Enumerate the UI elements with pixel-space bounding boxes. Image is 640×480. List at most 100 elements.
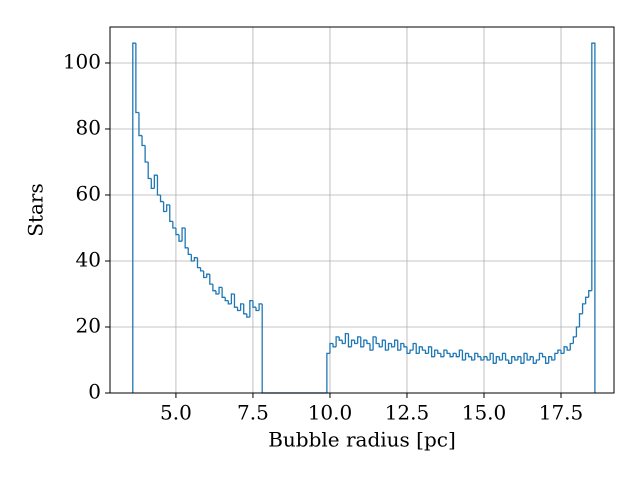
histogram-step [175, 227, 180, 236]
histogram-step [166, 204, 170, 212]
x-tick-label: 10.0 [308, 401, 353, 425]
histogram-step [455, 353, 460, 358]
histogram-step [326, 352, 330, 393]
histogram-step [203, 270, 207, 279]
histogram-step [153, 174, 158, 189]
histogram-step [409, 349, 414, 354]
histogram-step [591, 42, 596, 393]
histogram-step [495, 356, 500, 364]
histogram-step [578, 313, 583, 327]
x-tick-label: 17.5 [539, 401, 584, 425]
histogram-step [162, 201, 167, 213]
histogram-step [381, 339, 386, 347]
histogram-step [258, 303, 263, 311]
histogram-step [569, 342, 574, 351]
histogram-step [347, 333, 352, 348]
histogram-step [172, 221, 176, 229]
histogram-step [212, 284, 216, 292]
histogram-step [178, 234, 183, 242]
histogram-step [541, 353, 546, 358]
histogram-step [498, 356, 503, 361]
histogram-step [187, 247, 192, 256]
histogram-step [372, 336, 377, 351]
histogram-step [424, 350, 429, 355]
histogram-step [554, 352, 558, 360]
histogram-step [246, 313, 250, 318]
histogram-step [233, 293, 238, 308]
histogram-step [538, 352, 543, 360]
histogram-step [588, 290, 592, 298]
histogram-step [360, 336, 364, 348]
histogram-step [412, 342, 417, 351]
histogram-step [255, 307, 260, 312]
histogram-step [199, 267, 204, 272]
histogram-step [474, 352, 478, 360]
histogram-step [452, 352, 457, 357]
histogram-step [159, 194, 164, 203]
histogram-step [218, 286, 223, 294]
histogram-step [557, 349, 562, 354]
histogram-step [403, 343, 407, 348]
histogram-step [504, 353, 509, 361]
histogram-step [406, 346, 411, 355]
histogram-step [467, 353, 472, 358]
histogram-step [209, 274, 213, 285]
histogram-step [184, 227, 189, 249]
histogram-step [421, 346, 426, 351]
histogram-step [566, 346, 571, 351]
histogram-step [492, 353, 497, 364]
histogram-step [224, 297, 229, 302]
histogram-step [585, 296, 589, 304]
y-tick-label: 80 [76, 115, 101, 139]
histogram-step [446, 350, 451, 355]
histogram-step [575, 326, 580, 337]
histogram-step [581, 303, 586, 314]
histogram-step [132, 42, 136, 393]
histogram-step [227, 300, 232, 305]
histogram-step [434, 349, 438, 357]
histogram-step [135, 43, 139, 114]
histogram-step [353, 340, 358, 345]
histogram-step [252, 300, 257, 308]
histogram-step [344, 332, 349, 344]
y-tick-label: 60 [76, 181, 101, 205]
histogram-step [461, 350, 466, 361]
histogram-step [249, 299, 253, 318]
histogram-step [390, 343, 395, 348]
histogram-step [532, 356, 537, 364]
histogram-step [400, 342, 404, 351]
histogram-step [329, 342, 334, 354]
histogram-step [378, 343, 383, 348]
x-tick-label: 15.0 [462, 401, 507, 425]
histogram-step [147, 161, 152, 180]
histogram-step [563, 346, 568, 354]
histogram-step [560, 350, 565, 355]
histogram-step [394, 339, 398, 347]
histogram-step [520, 356, 525, 364]
histogram-step [572, 336, 577, 344]
histogram-step [464, 352, 469, 360]
histogram-step [230, 293, 235, 304]
histogram-step [332, 343, 337, 348]
histogram-step [341, 340, 346, 345]
histogram-step [181, 227, 186, 242]
y-axis-label: Stars [24, 183, 48, 237]
histogram-step [501, 352, 506, 360]
histogram-step [517, 356, 521, 360]
histogram-step [196, 257, 201, 269]
histogram-step [150, 178, 155, 190]
histogram-step [215, 290, 220, 295]
histogram-step [384, 340, 389, 351]
y-tick-label: 40 [76, 247, 101, 271]
histogram-step [511, 356, 515, 364]
histogram-step [239, 303, 244, 311]
histogram-step [357, 336, 361, 344]
histogram-step [221, 287, 226, 298]
histogram-step [418, 346, 423, 354]
histogram-step [243, 303, 247, 315]
histogram-step [489, 352, 494, 360]
histogram-step [440, 353, 444, 358]
histogram-step [514, 356, 518, 361]
